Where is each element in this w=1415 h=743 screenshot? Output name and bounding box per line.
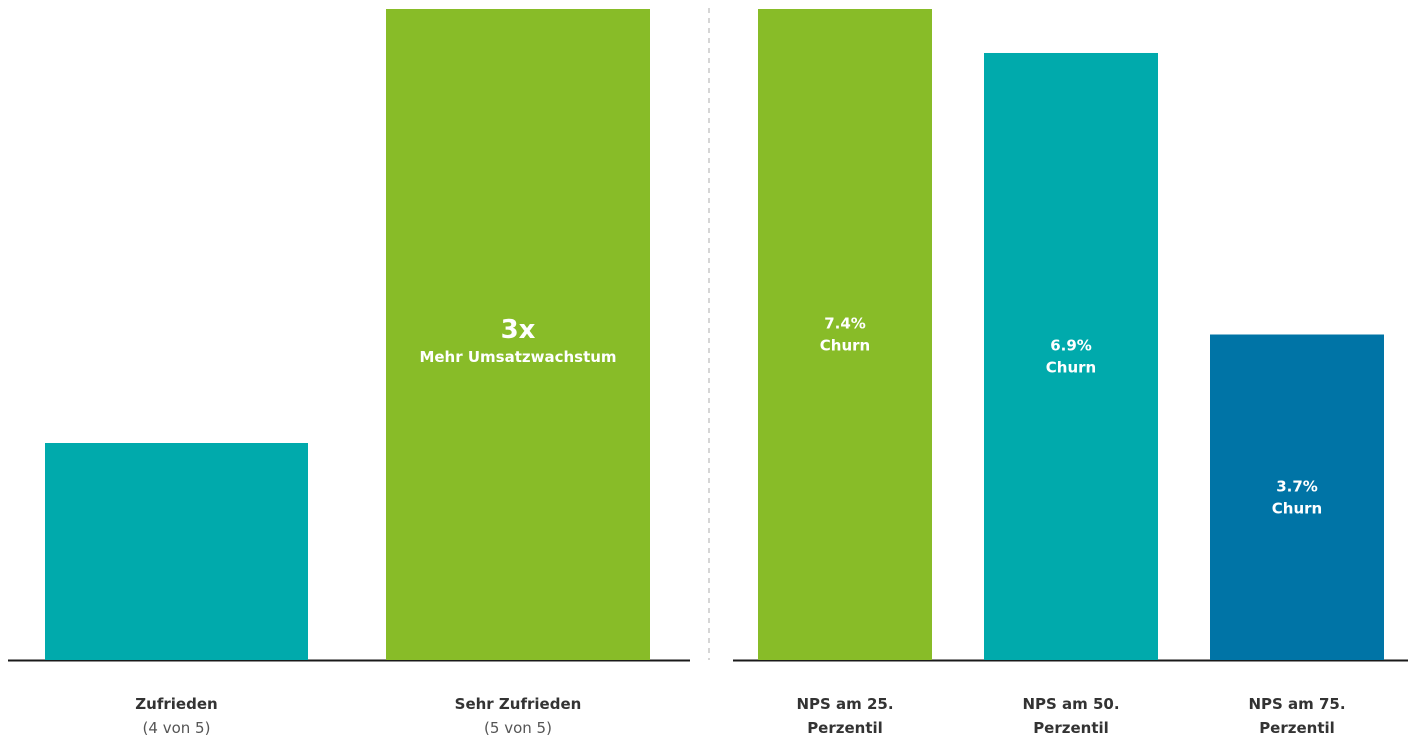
bar-2	[386, 9, 650, 660]
category-label: NPS am 75.	[1248, 695, 1345, 713]
bar-text-label: Churn	[1046, 358, 1096, 376]
category-sublabel: (5 von 5)	[484, 719, 552, 737]
category-label-line2: Perzentil	[1033, 719, 1109, 737]
category-label: NPS am 50.	[1022, 695, 1119, 713]
category-label: NPS am 25.	[796, 695, 893, 713]
bar-text-label: Mehr Umsatzwachstum	[419, 348, 616, 366]
category-label: Sehr Zufrieden	[455, 695, 582, 713]
category-label: Zufrieden	[135, 695, 217, 713]
bar-value-label: 3.7%	[1276, 477, 1318, 495]
category-label-line2: Perzentil	[807, 719, 883, 737]
bar-1	[45, 443, 308, 660]
bar-value-label: 7.4%	[824, 315, 866, 333]
bar-value-label: 3x	[501, 315, 536, 345]
right-chart-nps-churn: 7.4% Churn NPS am 25. Perzentil 6.9% Churn NPS…	[733, 9, 1408, 737]
left-chart-revenue-growth: Zufrieden (4 von 5) 3x Mehr Umsatzwachstum S…	[8, 9, 690, 737]
bar-2	[984, 52, 1158, 660]
bar-1	[758, 9, 932, 660]
bar-text-label: Churn	[820, 337, 870, 355]
category-label-line2: Perzentil	[1259, 719, 1335, 737]
category-sublabel: (4 von 5)	[143, 719, 211, 737]
bar-3	[1210, 334, 1384, 660]
bar-value-label: 6.9%	[1050, 336, 1092, 354]
bar-text-label: Churn	[1272, 499, 1322, 517]
